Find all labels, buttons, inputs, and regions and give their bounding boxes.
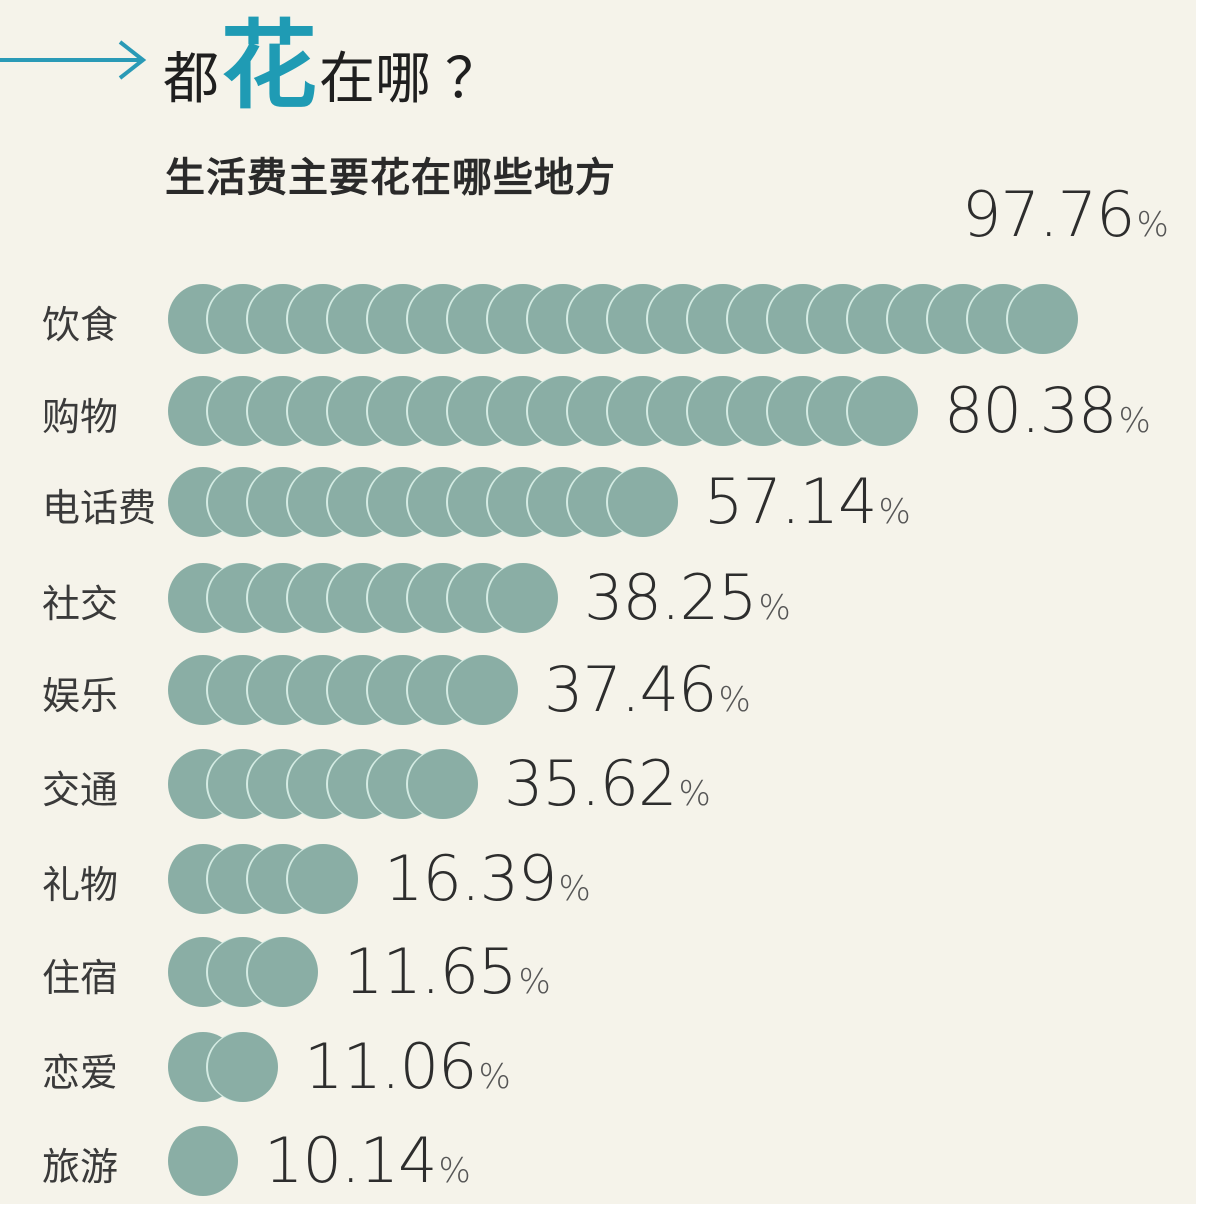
dot-marker [168,1126,238,1196]
percent-sign: % [878,492,911,532]
value-number: 16.39 [384,842,557,915]
category-label: 电话费 [42,486,157,530]
value-label: 11.06% [304,1030,511,1114]
value-label: 10.14% [264,1124,471,1208]
dot-marker [488,563,558,633]
value-label: 16.39% [384,842,591,926]
value-number: 10.14 [264,1124,437,1197]
category-label: 社交 [42,582,119,626]
percent-sign: % [518,962,551,1002]
chart-row: 礼物 16.39% [0,842,1196,916]
category-label: 购物 [42,395,119,439]
dot-marker [288,844,358,914]
value-label: 38.25% [584,561,791,645]
value-label: 80.38% [944,374,1151,458]
value-number: 38.25 [584,561,757,634]
chart-row: 社交 38.25% [0,561,1196,635]
category-label: 住宿 [42,956,119,1000]
chart-row: 娱乐 37.46% [0,653,1196,727]
value-number: 57.14 [704,465,877,538]
value-number: 11.65 [344,935,517,1008]
chart-row: 恋爱 11.06% [0,1030,1196,1104]
category-label: 旅游 [42,1145,119,1189]
percent-sign: % [1136,205,1169,245]
value-label: 97.76% [962,178,1169,262]
category-label: 恋爱 [42,1051,119,1095]
percent-sign: % [438,1151,471,1191]
dot-marker [1008,284,1078,354]
percent-sign: % [1118,401,1151,441]
percent-sign: % [558,869,591,909]
dot-marker [248,937,318,1007]
page-title: 都 花 在哪 ？ [163,18,501,114]
value-number: 35.62 [504,747,677,820]
category-label: 娱乐 [42,674,119,718]
dot-marker [208,1032,278,1102]
value-number: 11.06 [304,1030,477,1103]
dot-marker [408,749,478,819]
chart-row: 饮食 97.76% [0,178,1196,356]
value-label: 11.65% [344,935,551,1019]
chart-row: 交通 35.62% [0,747,1196,821]
value-number: 37.46 [544,653,717,726]
title-highlight: 花 [221,10,317,122]
value-label: 37.46% [544,653,751,737]
chart-row: 电话费 57.14% [0,465,1196,539]
chart-row: 住宿 11.65% [0,935,1196,1009]
category-label: 饮食 [42,303,119,347]
value-number: 97.76 [962,178,1135,251]
category-label: 交通 [42,768,119,812]
title-question-mark: ？ [445,47,501,112]
dot-marker [448,655,518,725]
value-number: 80.38 [944,374,1117,447]
percent-sign: % [718,680,751,720]
arrow-right-icon [0,40,147,80]
value-label: 35.62% [504,747,711,831]
value-label: 57.14% [704,465,911,549]
percent-sign: % [678,774,711,814]
dot-marker [848,376,918,446]
chart-row: 旅游 10.14% [0,1124,1196,1198]
percent-sign: % [478,1057,511,1097]
dot-marker [608,467,678,537]
percent-sign: % [758,588,791,628]
title-pre: 都 [163,47,219,112]
chart-subtitle: 生活费主要花在哪些地方 [165,155,616,201]
chart-row: 购物 80.38% [0,374,1196,448]
title-post: 在哪 [319,47,431,112]
category-label: 礼物 [42,863,119,907]
